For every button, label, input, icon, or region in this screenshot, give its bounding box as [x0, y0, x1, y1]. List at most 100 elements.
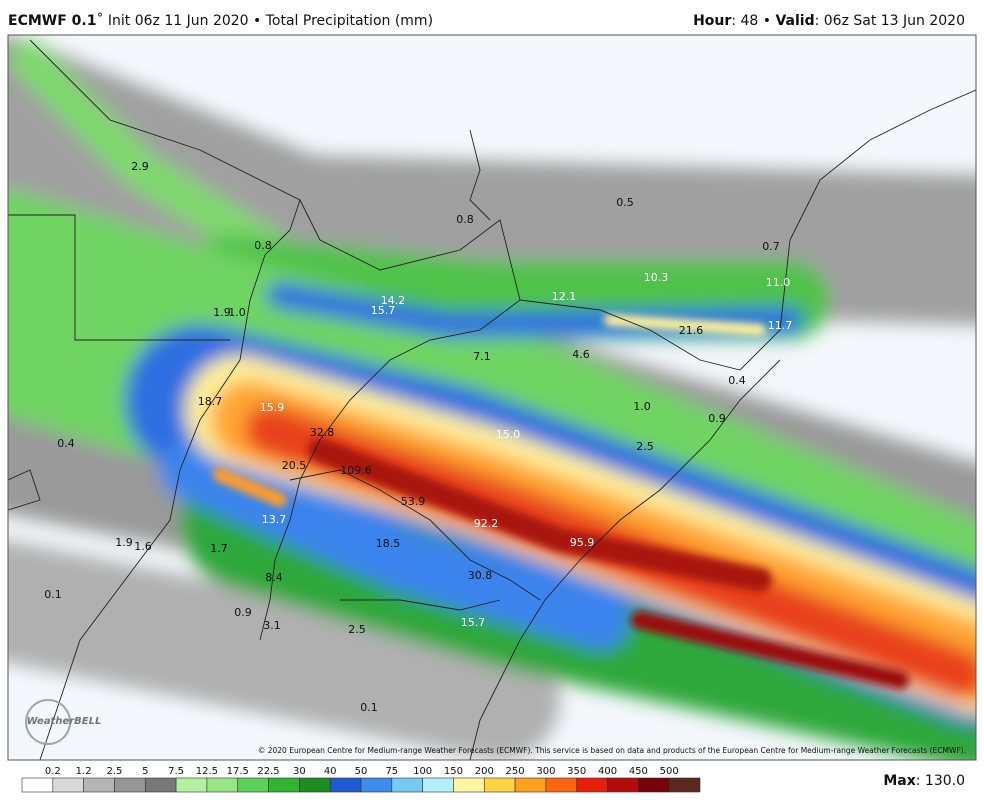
colorbar-label: 75 [385, 766, 398, 777]
colorbar-label: 400 [598, 766, 617, 777]
colorbar-label: 12.5 [196, 766, 218, 777]
value-label: 0.1 [44, 588, 62, 601]
max-label: Max [883, 773, 915, 789]
colorbar-swatch [114, 777, 146, 793]
colorbar-swatch [483, 777, 516, 793]
value-label: 95.9 [570, 536, 595, 549]
colorbar-label: 1.2 [76, 766, 92, 777]
header-right: Hour: 48 • Valid: 06z Sat 13 Jun 2020 [693, 13, 965, 29]
colorbar-label: 40 [324, 766, 337, 777]
value-label: 32.8 [310, 426, 335, 439]
colorbar-swatch [668, 777, 701, 793]
value-label: 30.8 [468, 569, 493, 582]
colorbar-label: 50 [355, 766, 368, 777]
value-label: 11.7 [768, 319, 793, 332]
colorbar-label: 150 [444, 766, 463, 777]
colorbar-label: 300 [536, 766, 555, 777]
colorbar-swatch [607, 777, 639, 793]
value-label: 18.7 [198, 395, 223, 408]
hour-label: Hour [693, 13, 731, 29]
colorbar-swatch [175, 777, 208, 793]
colorbar: 0.2 1.2 2.5 5 7.5 12.5 17.5 22.5 30 40 50 75 100 150 2… [21, 766, 701, 793]
valid: : 06z Sat 13 Jun 2020 [815, 13, 965, 29]
colorbar-swatch [360, 777, 393, 793]
colorbar-swatch [638, 777, 670, 793]
logo: WeatherBELL [25, 699, 102, 745]
max: Max: 130.0 [883, 773, 965, 789]
value-label: 0.5 [616, 196, 634, 209]
colorbar-swatch [545, 777, 578, 793]
value-label: 18.5 [376, 537, 401, 550]
colorbar-swatch [453, 777, 485, 793]
colorbar-label: 17.5 [227, 766, 249, 777]
value-label: 14.2 [381, 294, 406, 307]
value-label: 7.1 [473, 350, 491, 363]
colorbar-swatch [329, 777, 362, 793]
value-label: 2.5 [636, 440, 654, 453]
value-label: 11.0 [766, 276, 791, 289]
value-label: 15.0 [496, 428, 521, 441]
copyright: © 2020 European Centre for Medium-range … [258, 746, 966, 755]
borders [8, 39, 976, 760]
value-label: 0.4 [728, 374, 746, 387]
value-label: 53.9 [401, 495, 426, 508]
value-label: 0.9 [708, 412, 726, 425]
colorbar-swatch [422, 777, 454, 793]
value-label: 0.4 [57, 437, 75, 450]
value-label: 21.6 [679, 324, 704, 337]
value-label: 1.7 [210, 542, 228, 555]
colorbar-swatch [206, 777, 239, 793]
value-label: 0.1 [360, 701, 378, 714]
max-value: : 130.0 [916, 773, 965, 789]
map: 2.90.81.91.014.215.70.812.10.510.30.711.… [8, 35, 976, 760]
precip-field [8, 36, 976, 760]
colorbar-swatch [268, 777, 300, 793]
map-frame [7, 34, 977, 761]
value-label: 0.9 [234, 606, 252, 619]
value-label: 2.5 [348, 623, 366, 636]
colorbar-swatch [514, 777, 547, 793]
colorbar-label: 450 [629, 766, 648, 777]
value-labels: 2.90.81.91.014.215.70.812.10.510.30.711.… [44, 160, 792, 714]
value-label: 1.0 [633, 400, 651, 413]
precip-core [213, 314, 909, 689]
colorbar-label: 5 [142, 766, 148, 777]
value-label: 2.9 [131, 160, 149, 173]
colorbar-label: 100 [413, 766, 432, 777]
value-label: 109.6 [340, 464, 372, 477]
valid-label: Valid [775, 13, 814, 29]
value-label: 0.8 [456, 213, 474, 226]
model: ECMWF 0.1 [8, 13, 96, 29]
value-label: 1.0 [228, 306, 246, 319]
colorbar-label: 0.2 [45, 766, 61, 777]
value-label: 1.9 [115, 536, 133, 549]
colorbar-label: 200 [475, 766, 494, 777]
value-label: 10.3 [644, 271, 669, 284]
value-label: 1.9 [213, 306, 231, 319]
init: ˚ Init 06z 11 Jun 2020 • Total Precipita… [96, 12, 433, 29]
colorbar-label: 350 [567, 766, 586, 777]
value-label: 4.6 [572, 348, 590, 361]
value-label: 0.7 [762, 240, 780, 253]
value-label: 1.6 [134, 540, 152, 553]
value-label: 8.4 [265, 571, 283, 584]
colorbar-swatch [299, 777, 331, 793]
colorbar-label: 7.5 [168, 766, 184, 777]
colorbar-swatch [237, 777, 269, 793]
value-label: 20.5 [282, 459, 307, 472]
colorbar-swatch [144, 777, 177, 793]
value-label: 15.7 [371, 304, 396, 317]
colorbar-label: 500 [660, 766, 679, 777]
colorbar-label: 30 [293, 766, 306, 777]
colorbar-label: 22.5 [257, 766, 279, 777]
value-label: 0.8 [254, 239, 272, 252]
colorbar-label: 2.5 [107, 766, 123, 777]
colorbar-label: 250 [506, 766, 525, 777]
value-label: 92.2 [474, 517, 499, 530]
logo-text: WeatherBELL [27, 716, 102, 727]
colorbar-swatch [391, 777, 423, 793]
value-label: 15.7 [461, 616, 486, 629]
colorbar-swatch [52, 777, 84, 793]
